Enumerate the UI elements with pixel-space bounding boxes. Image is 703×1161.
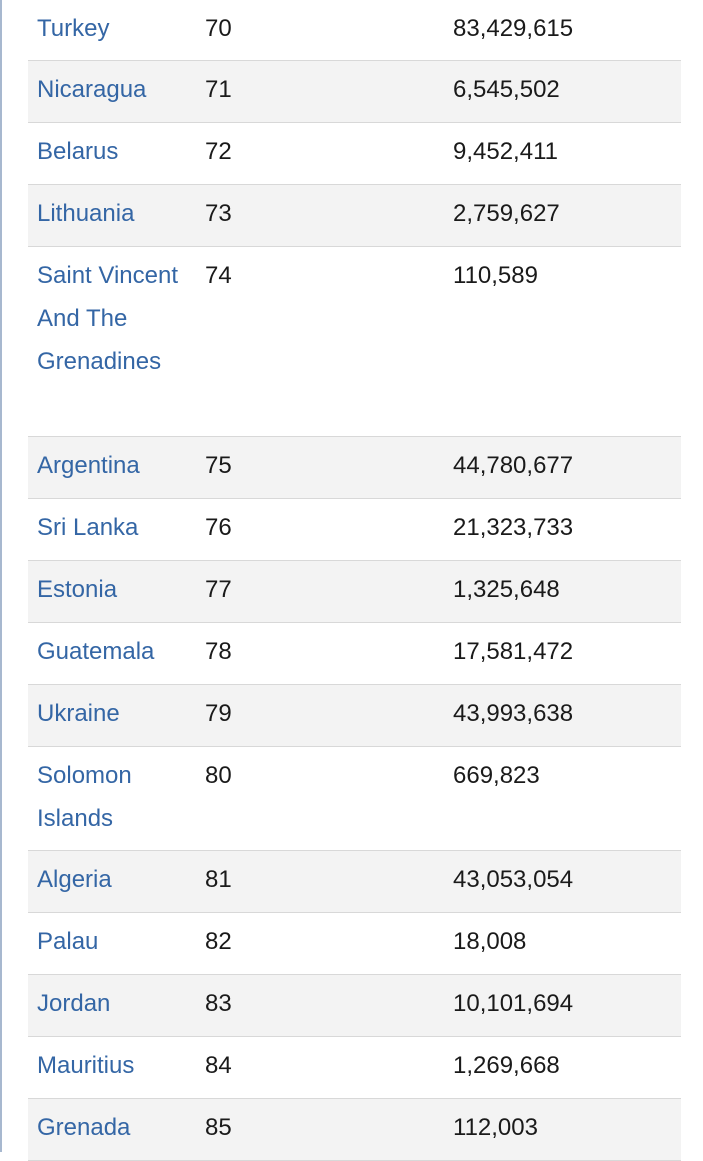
- country-link[interactable]: Belarus: [37, 138, 119, 165]
- country-link[interactable]: Jordan: [37, 990, 111, 1017]
- rank-cell: 81: [205, 866, 232, 893]
- rank-cell: 85: [205, 1114, 232, 1141]
- country-link[interactable]: Nicaragua: [37, 76, 147, 103]
- table-row: Solomon Islands 80 669,823: [28, 747, 681, 851]
- rank-cell: 75: [205, 452, 232, 479]
- rank-cell: 70: [205, 15, 232, 42]
- country-link[interactable]: Saint Vincent And The Grenadines: [37, 262, 178, 375]
- table-row: Guatemala 78 17,581,472: [28, 623, 681, 685]
- table-row: Palau 82 18,008: [28, 913, 681, 975]
- population-cell: 6,545,502: [453, 76, 560, 103]
- rank-cell: 78: [205, 638, 232, 665]
- population-cell: 83,429,615: [453, 15, 574, 42]
- population-cell: 10,101,694: [453, 990, 574, 1017]
- population-cell: 2,759,627: [453, 200, 560, 227]
- page-left-border: [0, 0, 2, 1152]
- population-cell: 43,053,054: [453, 866, 574, 893]
- rank-cell: 77: [205, 576, 232, 603]
- population-cell: 112,003: [453, 1114, 538, 1141]
- table-row: Sri Lanka 76 21,323,733: [28, 499, 681, 561]
- table-row: Mauritius 84 1,269,668: [28, 1037, 681, 1099]
- country-link[interactable]: Ukraine: [37, 700, 120, 727]
- population-cell: 110,589: [453, 262, 538, 289]
- table-row: Nicaragua 71 6,545,502: [28, 61, 681, 123]
- table-row: Belarus 72 9,452,411: [28, 123, 681, 185]
- country-link[interactable]: Solomon Islands: [37, 762, 132, 832]
- population-cell: 17,581,472: [453, 638, 574, 665]
- country-link[interactable]: Turkey: [37, 15, 110, 42]
- table-row: Turkey 70 83,429,615: [28, 5, 681, 61]
- population-cell: 669,823: [453, 762, 540, 789]
- country-link[interactable]: Sri Lanka: [37, 514, 139, 541]
- rank-cell: 76: [205, 514, 232, 541]
- rank-cell: 74: [205, 262, 232, 289]
- table-row: Argentina 75 44,780,677: [28, 437, 681, 499]
- rank-cell: 84: [205, 1052, 232, 1079]
- country-link[interactable]: Argentina: [37, 452, 140, 479]
- rank-cell: 72: [205, 138, 232, 165]
- rank-cell: 82: [205, 928, 232, 955]
- population-cell: 18,008: [453, 928, 527, 955]
- country-link[interactable]: Palau: [37, 928, 99, 955]
- table-row: Grenada 85 112,003: [28, 1099, 681, 1161]
- population-cell: 1,325,648: [453, 576, 560, 603]
- table-row: Algeria 81 43,053,054: [28, 851, 681, 913]
- population-table: Turkey 70 83,429,615 Nicaragua 71 6,545,…: [28, 5, 681, 1161]
- country-link[interactable]: Guatemala: [37, 638, 155, 665]
- population-cell: 43,993,638: [453, 700, 574, 727]
- rank-cell: 73: [205, 200, 232, 227]
- rank-cell: 79: [205, 700, 232, 727]
- population-cell: 9,452,411: [453, 138, 558, 165]
- rank-cell: 71: [205, 76, 232, 103]
- table-row: Saint Vincent And The Grenadines 74 110,…: [28, 247, 681, 437]
- country-link[interactable]: Grenada: [37, 1114, 131, 1141]
- country-link[interactable]: Estonia: [37, 576, 118, 603]
- table-row: Lithuania 73 2,759,627: [28, 185, 681, 247]
- country-link[interactable]: Mauritius: [37, 1052, 135, 1079]
- population-cell: 1,269,668: [453, 1052, 560, 1079]
- table-row: Ukraine 79 43,993,638: [28, 685, 681, 747]
- table-row: Jordan 83 10,101,694: [28, 975, 681, 1037]
- country-link[interactable]: Lithuania: [37, 200, 135, 227]
- rank-cell: 80: [205, 762, 232, 789]
- table-row: Estonia 77 1,325,648: [28, 561, 681, 623]
- rank-cell: 83: [205, 990, 232, 1017]
- population-cell: 21,323,733: [453, 514, 574, 541]
- country-link[interactable]: Algeria: [37, 866, 112, 893]
- population-cell: 44,780,677: [453, 452, 574, 479]
